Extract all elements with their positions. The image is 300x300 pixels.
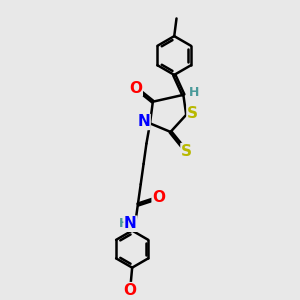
Text: N: N <box>124 216 137 231</box>
Text: N: N <box>137 114 150 129</box>
Text: S: S <box>181 143 192 158</box>
Text: H: H <box>189 86 200 99</box>
Text: S: S <box>187 106 198 121</box>
Text: O: O <box>129 81 142 96</box>
Text: H: H <box>119 217 129 230</box>
Text: O: O <box>152 190 165 205</box>
Text: O: O <box>124 283 137 298</box>
